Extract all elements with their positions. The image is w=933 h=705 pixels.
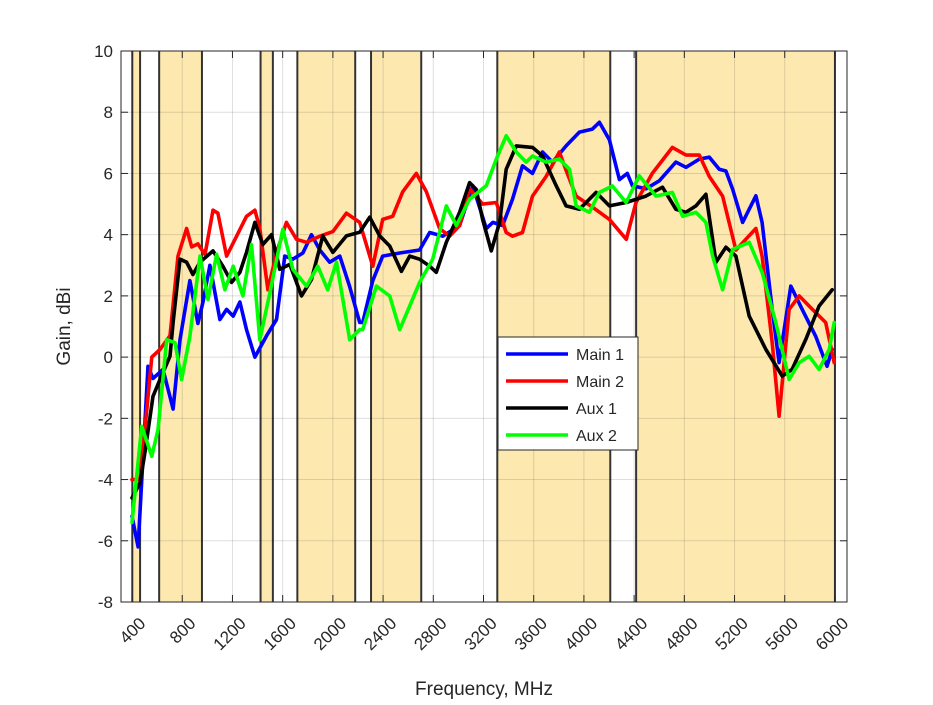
highlight-band — [297, 51, 356, 602]
legend-label: Main 1 — [576, 347, 624, 364]
series-line-aux-2 — [130, 134, 836, 525]
x-tick-label: 6000 — [812, 614, 852, 654]
legend-label: Aux 1 — [576, 401, 617, 418]
y-tick-label: -4 — [98, 471, 113, 490]
series-lines — [130, 120, 836, 549]
highlight-band — [636, 51, 835, 602]
axes-box — [120, 50, 848, 603]
legend-box — [497, 336, 639, 451]
y-tick-label: 6 — [104, 164, 113, 183]
y-tick-label: 4 — [104, 226, 113, 245]
x-tick-label: 1600 — [260, 614, 300, 654]
x-tick-label: 800 — [166, 614, 199, 647]
x-tick-label: 2400 — [360, 614, 400, 654]
x-tick-label: 3200 — [461, 614, 501, 654]
highlight-bands — [131, 51, 836, 602]
series-line-aux-1 — [130, 144, 834, 500]
y-tick-label: -2 — [98, 409, 113, 428]
highlight-band — [260, 51, 273, 602]
x-tick-label: 5200 — [712, 614, 752, 654]
y-tick-label: -6 — [98, 532, 113, 551]
x-tick-label: 2000 — [310, 614, 350, 654]
legend-label: Main 2 — [576, 374, 624, 391]
highlight-band — [371, 51, 422, 602]
x-tick-label: 2800 — [410, 614, 450, 654]
x-tick-label: 5600 — [762, 614, 802, 654]
highlight-band — [497, 51, 611, 602]
x-tick-label: 4800 — [661, 614, 701, 654]
y-tick-label: 10 — [94, 42, 113, 61]
y-axis-label: Gain, dBi — [54, 287, 75, 365]
x-tick-label: 1200 — [210, 614, 250, 654]
x-tick-label: 4400 — [611, 614, 651, 654]
legend-label: Aux 2 — [576, 428, 617, 445]
y-tick-label: 2 — [104, 287, 113, 306]
x-tick-label: 400 — [116, 614, 149, 647]
highlight-band — [132, 51, 141, 602]
legend: Main 1 Main 2 Aux 1 Aux 2 — [497, 336, 639, 451]
x-tick-label: 4000 — [561, 614, 601, 654]
y-tick-label: 0 — [104, 348, 113, 367]
x-tick-label: 3600 — [511, 614, 551, 654]
y-tick-label: -8 — [98, 593, 113, 612]
x-axis-label: Frequency, MHz — [415, 679, 553, 700]
y-tick-label: 8 — [104, 103, 113, 122]
